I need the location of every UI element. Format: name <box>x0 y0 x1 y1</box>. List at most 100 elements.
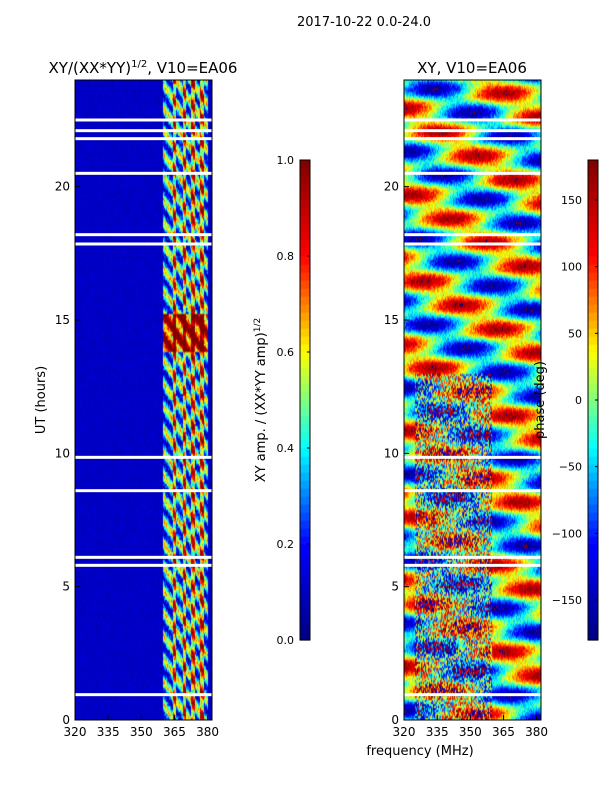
y-tick-label: 20 <box>55 180 70 194</box>
flagged-gap-row <box>404 242 541 246</box>
x-tick-label: 350 <box>459 725 482 739</box>
colorbar-segment <box>300 464 310 473</box>
colorbar-segment <box>300 312 310 321</box>
colorbar-segment <box>588 600 598 609</box>
colorbar-tick-label: 0.4 <box>277 442 295 455</box>
x-tick-label: 335 <box>97 725 120 739</box>
colorbar-segment <box>588 232 598 241</box>
x-tick-label: 320 <box>393 725 416 739</box>
amplitude-colorbar-ticks: 0.0 0.2 0.4 0.6 0.8 1.0 <box>277 154 310 647</box>
colorbar-segment <box>588 440 598 449</box>
colorbar-segment <box>588 592 598 601</box>
flagged-gap-row <box>75 118 212 122</box>
phase-x-axis: 320 335 350 365 380 <box>393 715 548 739</box>
colorbar-tick-label: 1.0 <box>277 154 295 167</box>
flagged-gap-row <box>75 489 212 493</box>
colorbar-segment <box>588 400 598 409</box>
flagged-gap-row <box>404 137 541 141</box>
colorbar-segment <box>588 560 598 569</box>
colorbar-segment <box>300 400 310 409</box>
colorbar-tick-label: −50 <box>559 461 582 474</box>
y-tick-label: 10 <box>384 446 399 460</box>
colorbar-segment <box>300 168 310 177</box>
colorbar-segment <box>300 224 310 233</box>
y-tick-label: 15 <box>55 313 70 327</box>
colorbar-segment <box>300 544 310 553</box>
colorbar-tick-label: 50 <box>568 327 582 340</box>
phase-y-axis: 0 5 10 15 20 <box>384 180 409 727</box>
phase-panel-frame <box>403 79 542 721</box>
colorbar-segment <box>300 496 310 505</box>
flagged-gap-row <box>75 137 212 141</box>
colorbar-segment <box>300 488 310 497</box>
flagged-gap-row <box>404 563 541 567</box>
colorbar-tick-label: −150 <box>552 594 582 607</box>
colorbar-segment <box>588 224 598 233</box>
colorbar-segment <box>300 408 310 417</box>
phase-colorbar-gradient <box>588 160 598 641</box>
flagged-gap-row <box>404 118 541 122</box>
colorbar-segment <box>588 288 598 297</box>
colorbar-segment <box>300 384 310 393</box>
colorbar-segment <box>588 520 598 529</box>
colorbar-segment <box>588 544 598 553</box>
flagged-gap-row <box>75 242 212 246</box>
colorbar-segment <box>300 608 310 617</box>
colorbar-segment <box>300 552 310 561</box>
colorbar-segment <box>588 568 598 577</box>
flagged-gap-row <box>75 693 212 697</box>
y-tick-label: 0 <box>62 713 70 727</box>
y-tick-label: 5 <box>391 580 399 594</box>
colorbar-segment <box>300 560 310 569</box>
colorbar-segment <box>300 376 310 385</box>
y-tick-label: 5 <box>62 580 70 594</box>
frequency-xlabel: frequency (MHz) <box>366 744 473 759</box>
colorbar-segment <box>300 360 310 369</box>
colorbar-segment <box>300 504 310 513</box>
colorbar-segment <box>588 504 598 513</box>
colorbar-segment <box>588 392 598 401</box>
amplitude-panel: XY/(XX*YY)1/2, V10=EA06 320 335 350 365 380 … <box>34 59 237 739</box>
flagged-gap-row <box>75 563 212 567</box>
colorbar-segment <box>300 192 310 201</box>
colorbar-segment <box>300 576 310 585</box>
colorbar-segment <box>588 264 598 273</box>
colorbar-segment <box>300 336 310 345</box>
colorbar-segment <box>588 360 598 369</box>
colorbar-segment <box>300 392 310 401</box>
y-tick-label: 10 <box>55 446 70 460</box>
colorbar-segment <box>300 264 310 273</box>
amplitude-colorbar-gradient <box>300 160 310 641</box>
colorbar-segment <box>588 472 598 481</box>
colorbar-segment <box>300 416 310 425</box>
colorbar-segment <box>300 176 310 185</box>
colorbar-segment <box>300 584 310 593</box>
colorbar-segment <box>300 352 310 361</box>
colorbar-segment <box>588 296 598 305</box>
colorbar-segment <box>588 552 598 561</box>
colorbar-segment <box>300 160 310 169</box>
colorbar-segment <box>588 344 598 353</box>
colorbar-segment <box>300 568 310 577</box>
colorbar-segment <box>300 472 310 481</box>
colorbar-segment <box>588 512 598 521</box>
colorbar-segment <box>588 408 598 417</box>
colorbar-segment <box>300 456 310 465</box>
colorbar-segment <box>300 448 310 457</box>
colorbar-segment <box>588 304 598 313</box>
amplitude-colorbar-label: XY amp. / (XX*YY amp)1/2 <box>253 318 269 482</box>
colorbar-segment <box>588 632 598 641</box>
colorbar-segment <box>588 448 598 457</box>
colorbar-segment <box>588 352 598 361</box>
phase-colorbar: −150 −100 −50 0 50 100 150 phase (deg) <box>533 159 599 641</box>
y-tick-label: 0 <box>391 713 399 727</box>
colorbar-segment <box>588 320 598 329</box>
colorbar-segment <box>300 272 310 281</box>
phase-panel: XY, V10=EA06 320 335 350 365 380 0 5 10 15 20 fr… <box>366 59 548 759</box>
colorbar-segment <box>588 184 598 193</box>
colorbar-tick-label: 0 <box>575 394 582 407</box>
amplitude-colorbar: 0.0 0.2 0.4 0.6 0.8 1.0 XY amp. / (XX*YY amp)… <box>253 154 311 647</box>
colorbar-segment <box>300 616 310 625</box>
colorbar-segment <box>300 216 310 225</box>
